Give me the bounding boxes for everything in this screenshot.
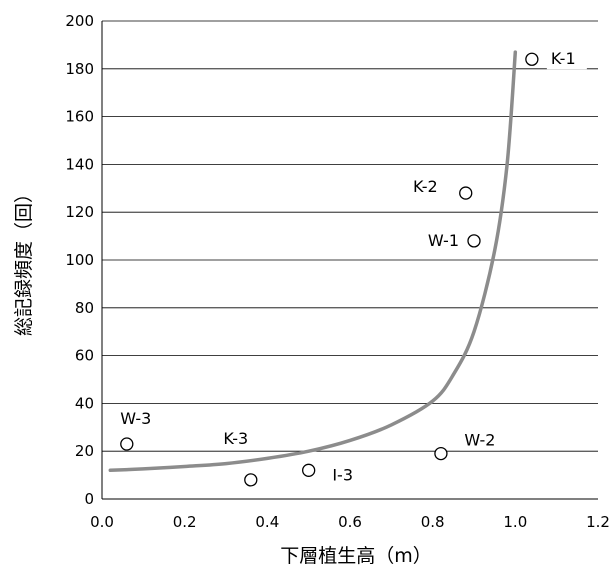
y-tick-label-3: 60 [75,347,94,365]
point-label-w-2: W-2 [464,431,495,450]
x-tick-label-5: 1.0 [503,513,527,531]
data-point-w-3 [120,437,134,451]
data-point-i-3 [302,463,316,477]
x-tick-label-4: 0.8 [421,513,445,531]
y-tick-label-0: 0 [84,490,94,508]
x-tick-labels: 0.0 0.2 0.4 0.6 0.8 1.0 1.2 [90,513,610,531]
point-label-k-3: K-3 [223,429,248,448]
y-tick-label-1: 20 [75,442,94,460]
axes [101,21,598,500]
point-label-i-3: I-3 [332,465,353,484]
y-tick-label-4: 80 [75,299,94,317]
point-label-backdrop [401,177,442,198]
y-tick-label-8: 160 [65,108,94,126]
x-tick-label-2: 0.4 [255,513,279,531]
point-label-backdrop [546,49,587,70]
y-tick-label-2: 40 [75,394,94,412]
gridlines [102,20,598,452]
x-tick-label-6: 1.2 [586,513,610,531]
data-point-k-1 [525,52,539,66]
fit-curve [108,50,518,473]
y-tick-labels: 0 20 40 60 80 100 120 140 160 180 200 [65,12,94,508]
x-axis-title: 下層植生高（m） [280,545,432,567]
point-label-backdrop [115,409,156,430]
data-point-w-1 [467,234,481,248]
point-label-backdrop [322,465,363,486]
data-point-k-2 [459,186,473,200]
x-tick-label-0: 0.0 [90,513,114,531]
point-label-k-1: K-1 [551,49,576,68]
y-tick-label-10: 200 [65,12,94,30]
point-label-w-3: W-3 [120,409,151,428]
point-label-backdrop [459,430,500,451]
point-label-backdrop [423,230,463,251]
x-tick-label-1: 0.2 [173,513,197,531]
y-axis-title: 総記録頻度（回） [13,184,35,336]
point-label-w-1: W-1 [428,231,459,250]
x-tick-label-3: 0.6 [338,513,362,531]
y-tick-label-6: 120 [65,203,94,221]
y-tick-label-9: 180 [65,60,94,78]
data-point-w-2 [434,446,448,461]
point-labels: K-1 K-2 W-1 W-3 K-3 I-3 W-2 [115,49,587,486]
data-points [120,52,539,487]
y-tick-label-7: 140 [65,155,94,173]
point-label-backdrop [215,428,256,449]
point-label-k-2: K-2 [413,177,438,196]
y-tick-label-5: 100 [65,251,94,269]
data-point-k-3 [244,473,258,487]
